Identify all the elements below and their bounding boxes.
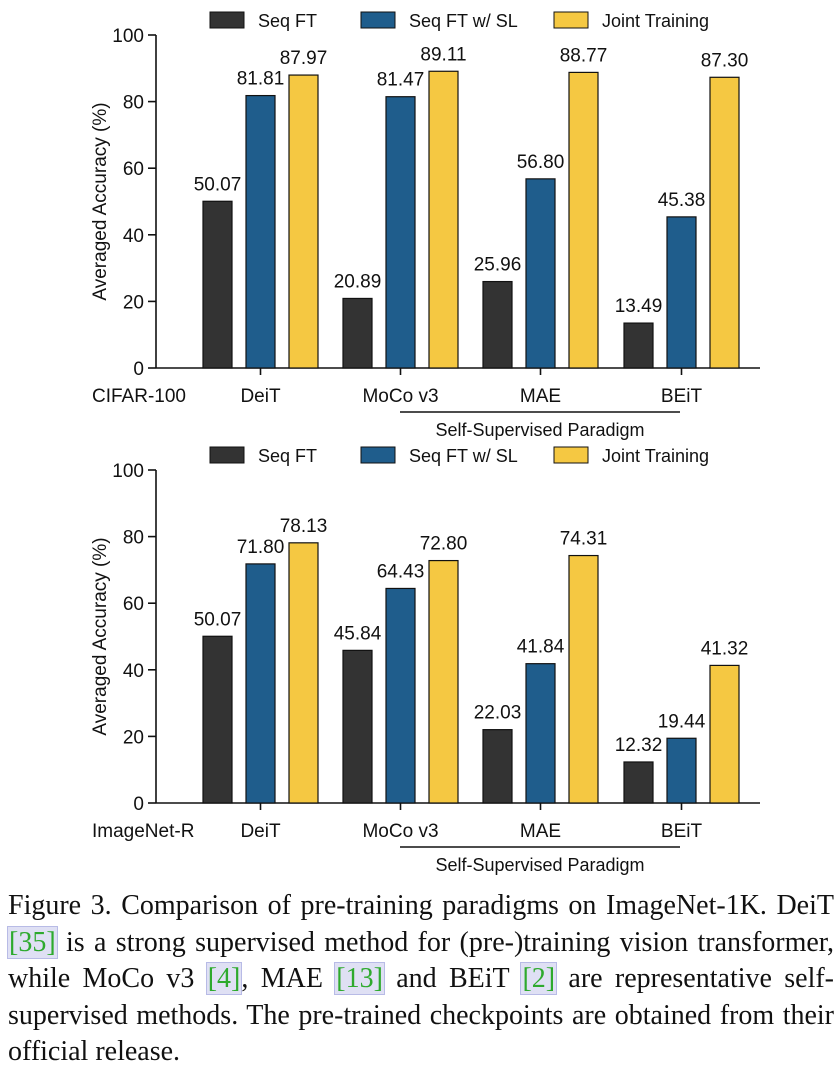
legend-label-2: Seq FT w/ SL: [409, 11, 518, 31]
y-tick-label: 0: [133, 359, 144, 380]
legend-swatch-2: [360, 11, 396, 29]
citation-beit[interactable]: [2]: [520, 962, 558, 995]
bar-1-2: [342, 297, 373, 369]
data-label: 25.96: [474, 255, 522, 276]
bar-2-1: [245, 563, 276, 804]
bar-3-3: [568, 554, 599, 804]
caption-text-2: is a strong supervised method for (pre-)…: [8, 926, 834, 995]
bar-2-3: [525, 178, 556, 369]
bar-1-1: [202, 200, 233, 369]
dataset-label: ImageNet-R: [92, 821, 194, 842]
caption-text-1: Figure 3. Comparison of pre-training par…: [8, 890, 834, 921]
bar-1-3: [482, 280, 513, 369]
x-tick-label-moco-v3: MoCo v3: [362, 821, 438, 842]
bar-3-1: [288, 74, 319, 369]
y-tick-label: 60: [123, 159, 144, 180]
y-axis-title: Averaged Accuracy (%): [90, 537, 111, 735]
y-tick-label: 20: [123, 727, 144, 748]
data-label: 89.11: [420, 44, 466, 65]
y-axis-title: Averaged Accuracy (%): [90, 102, 111, 300]
figure-caption: Figure 3. Comparison of pre-training par…: [7, 888, 834, 1071]
legend-label-2: Seq FT w/ SL: [409, 446, 518, 466]
legend-label-1: Seq FT: [258, 11, 317, 31]
bar-2-1: [245, 94, 276, 369]
bar-2-2: [385, 587, 416, 804]
x-tick-label-mae: MAE: [520, 821, 561, 842]
data-label: 12.32: [615, 735, 663, 756]
data-label: 50.07: [194, 174, 242, 195]
data-label: 78.13: [280, 516, 328, 537]
legend-swatch-3: [553, 446, 589, 464]
caption-text-4: and BEiT: [383, 963, 522, 994]
legend-label-3: Joint Training: [602, 446, 709, 466]
legend-label-3: Joint Training: [602, 11, 709, 31]
bar-3-2: [428, 559, 459, 804]
data-label: 13.49: [615, 296, 663, 317]
bar-2-2: [385, 96, 416, 369]
y-tick-label: 40: [123, 226, 144, 247]
caption-text-3: , MAE: [241, 963, 336, 994]
data-label: 22.03: [474, 703, 522, 724]
bar-3-4: [709, 76, 740, 369]
figure-charts: Seq FT Seq FT w/ SL Joint Training 0 20 40 60 8…: [90, 11, 760, 875]
citation-moco[interactable]: [4]: [205, 962, 243, 995]
data-label: 19.44: [658, 711, 706, 732]
data-label: 88.77: [560, 45, 608, 66]
x-tick-label-deit: DeiT: [240, 821, 281, 842]
legend-swatch-2: [360, 446, 396, 464]
bar-3-1: [288, 542, 319, 804]
x-tick-label-mae: MAE: [520, 386, 561, 407]
x-tick-label-deit: DeiT: [240, 386, 281, 407]
y-tick-label: 80: [123, 93, 144, 114]
bar-1-4: [623, 322, 654, 369]
data-label: 71.80: [237, 537, 285, 558]
data-label: 87.97: [280, 48, 328, 69]
x-tick-label-moco-v3: MoCo v3: [362, 386, 438, 407]
legend-swatch-1: [209, 11, 245, 29]
bar-2-4: [666, 737, 697, 804]
x-tick-label-beit: BEiT: [661, 386, 703, 407]
legend-label-1: Seq FT: [258, 446, 317, 466]
bar-1-3: [482, 729, 513, 804]
chart-panel-1: Seq FT Seq FT w/ SL Joint Training 0 20 40 60 8…: [90, 11, 760, 440]
y-tick-label: 100: [112, 26, 144, 47]
bar-2-3: [525, 663, 556, 804]
data-label: 64.43: [377, 561, 425, 582]
data-label: 81.81: [237, 69, 285, 90]
bar-3-2: [428, 70, 459, 369]
data-label: 81.47: [377, 70, 425, 91]
data-label: 20.89: [334, 271, 382, 292]
y-tick-label: 60: [123, 594, 144, 615]
data-label: 72.80: [420, 534, 468, 555]
data-label: 56.80: [517, 152, 565, 173]
citation-mae[interactable]: [13]: [334, 962, 385, 995]
data-label: 45.38: [658, 190, 706, 211]
legend-swatch-1: [209, 446, 245, 464]
y-tick-label: 20: [123, 292, 144, 313]
y-tick-label: 0: [133, 794, 144, 815]
data-label: 87.30: [701, 50, 749, 71]
citation-deit[interactable]: [35]: [7, 925, 58, 959]
y-tick-label: 40: [123, 661, 144, 682]
bar-1-2: [342, 649, 373, 804]
legend-swatch-3: [553, 11, 589, 29]
data-label: 45.84: [334, 623, 382, 644]
data-label: 41.84: [517, 637, 565, 658]
bar-3-3: [568, 71, 599, 369]
bar-1-4: [623, 761, 654, 804]
bracket-label: Self-Supervised Paradigm: [435, 855, 644, 875]
bar-3-4: [709, 664, 740, 804]
data-label: 74.31: [560, 529, 608, 550]
data-label: 41.32: [701, 638, 749, 659]
dataset-label: CIFAR-100: [92, 386, 186, 407]
y-tick-label: 80: [123, 528, 144, 549]
data-label: 50.07: [194, 609, 242, 630]
chart-panel-2: Seq FT Seq FT w/ SL Joint Training 0 20 40 60 8…: [90, 446, 760, 875]
y-tick-label: 100: [112, 461, 144, 482]
caption-text-5: are representative self-supervised metho…: [8, 963, 834, 1067]
bar-2-4: [666, 216, 697, 369]
bar-1-1: [202, 635, 233, 804]
bracket-label: Self-Supervised Paradigm: [435, 420, 644, 440]
x-tick-label-beit: BEiT: [661, 821, 703, 842]
